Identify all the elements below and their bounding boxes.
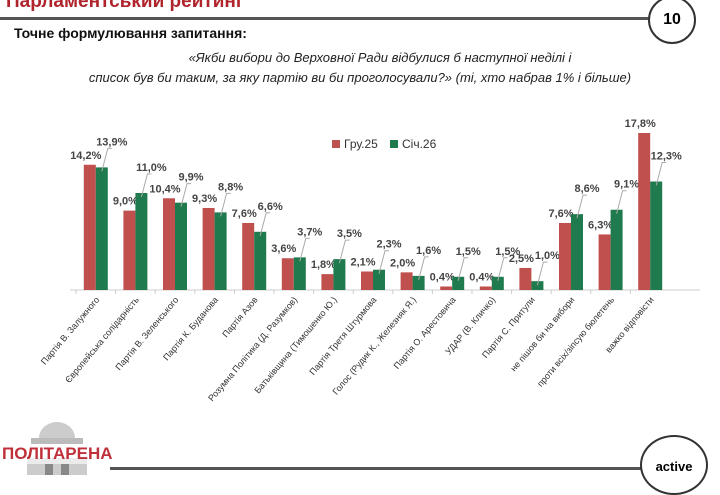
bar-gru25 [361,271,373,290]
bar-sich26 [571,214,583,290]
page-title: Парламентський рейтинг [6,0,244,12]
data-label: 6,6% [258,201,283,213]
bar-gru25 [321,274,334,290]
data-label: 1,6% [416,245,441,257]
bar-sich26 [610,209,623,290]
data-label: 1,5% [456,246,481,258]
bar-sich26 [95,167,108,290]
data-label: 12,3% [651,151,682,163]
bar-sich26 [293,257,306,290]
bar-gru25 [202,207,215,290]
data-label: 9,3% [192,193,217,205]
data-label: 1,5% [495,246,520,258]
data-label: 2,0% [390,257,415,269]
bar-sich26 [452,276,465,290]
bar-chart: 14,2%13,9%Партія В. Залужного9,0%11,0%Єв… [39,118,700,403]
data-label: 8,8% [218,181,243,193]
bar-gru25 [123,210,136,290]
label-leader-line [536,261,548,286]
data-label: 2,1% [350,256,375,268]
legend-label: Гру.25 [344,137,378,151]
bar-sich26 [175,202,187,290]
label-leader-line [338,239,350,264]
data-label: 7,6% [232,208,257,220]
data-label: 9,1% [614,179,639,191]
category-label: Європейська солідарність [63,295,141,385]
bar-gru25 [559,222,571,290]
data-label: 14,2% [70,150,101,162]
bar-sich26 [214,212,227,290]
label-leader-line [259,212,271,236]
label-leader-line [576,194,587,219]
data-label: 11,0% [136,162,167,174]
bar-gru25 [242,222,255,290]
label-leader-line [101,147,112,172]
footer-divider [110,467,650,470]
label-leader-line [418,256,429,281]
label-leader-line [220,192,231,217]
data-label: 7,6% [548,208,573,220]
label-leader-line [655,162,667,186]
label-leader-line [180,183,191,207]
question-text-line1: «Якби вибори до Верховної Ради відбулися… [188,50,572,65]
data-label: 9,9% [178,172,203,184]
legend-label: Січ.26 [402,137,437,151]
bar-gru25 [598,234,611,290]
label-leader-line [616,190,627,214]
bar-gru25 [638,133,651,290]
label-leader-line [299,237,310,262]
bar-sich26 [333,259,346,290]
data-label: 3,7% [297,226,322,238]
category-label: проти всіх/зіпсую бюлетень [535,295,616,389]
data-label: 8,6% [574,183,599,195]
politarena-logo: ПОЛІТАРЕНА [2,418,113,475]
data-label: 3,5% [337,228,362,240]
question-heading: Точне формулювання запитання: [14,25,247,41]
bar-sich26 [531,281,544,290]
bar-sich26 [373,269,385,290]
data-label: 10,4% [149,183,180,195]
legend-swatch [332,140,340,148]
question-text-line2: список був би таким, за яку партію ви би… [88,70,632,85]
data-label: 3,6% [271,243,296,255]
bar-gru25 [163,198,175,290]
active-badge: active [640,435,708,495]
bar-gru25 [281,258,294,290]
label-leader-line [140,173,152,198]
data-label: 0,4% [469,271,494,283]
data-label: 9,0% [113,196,138,208]
data-label: 2,5% [509,253,534,265]
data-label: 6,3% [588,219,613,231]
legend-swatch [390,140,398,148]
category-label: Батьківщина (Тимошенко Ю.) [252,295,339,396]
bar-gru25 [479,286,492,290]
data-label: 17,8% [625,118,656,130]
bar-sich26 [135,192,148,290]
bar-gru25 [440,286,453,290]
label-leader-line [457,257,469,281]
header-divider [0,17,650,20]
bar-gru25 [519,267,532,290]
logo-text: ПОЛІТАРЕНА [2,444,113,464]
category-label: Партія Азов [220,295,260,340]
bar-sich26 [491,276,504,290]
data-label: 0,4% [430,271,455,283]
label-leader-line [497,257,508,281]
data-label: 13,9% [96,136,127,148]
page-number: 10 [648,0,696,44]
bar-sich26 [650,181,663,290]
bar-gru25 [83,164,96,290]
bar-sich26 [254,231,267,290]
label-leader-line [378,250,389,274]
category-label: Партія Третя Штурмова [307,295,378,377]
data-label: 2,3% [376,239,401,251]
data-label: 1,0% [535,250,560,262]
data-label: 1,8% [311,259,336,271]
category-label: Голос (Рудик К., Железняк Я.) [330,295,418,397]
bar-gru25 [400,272,413,290]
bar-sich26 [412,275,425,290]
